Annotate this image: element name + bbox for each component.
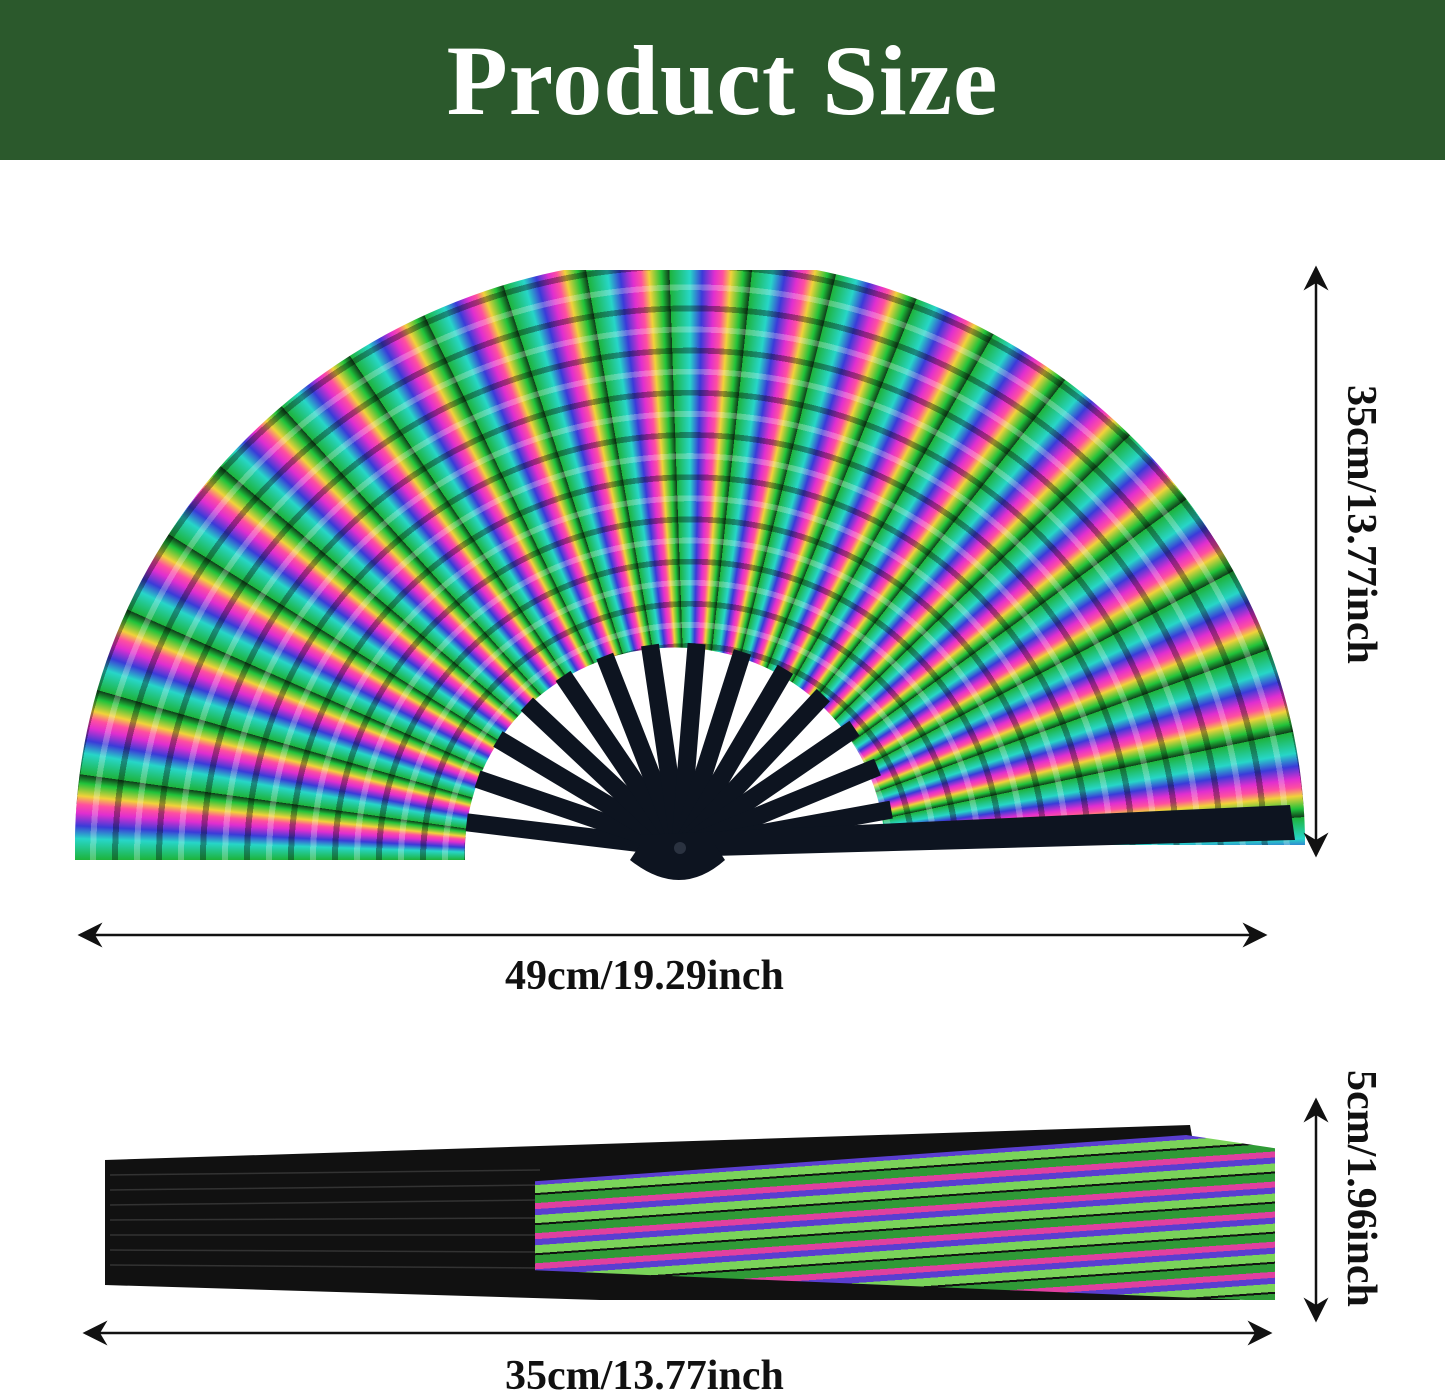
folded-thickness-label: 5cm/1.96inch [1338, 1070, 1384, 1307]
page-title: Product Size [446, 24, 999, 136]
fan-handle [640, 805, 1295, 858]
open-width-label: 49cm/19.29inch [505, 953, 784, 999]
folded-length-label: 35cm/13.77inch [505, 1353, 784, 1399]
fan-pivot [630, 845, 725, 880]
fan-ribs [465, 642, 893, 857]
open-height-label: 35cm/13.77inch [1338, 385, 1384, 664]
header-banner: Product Size [0, 0, 1445, 160]
